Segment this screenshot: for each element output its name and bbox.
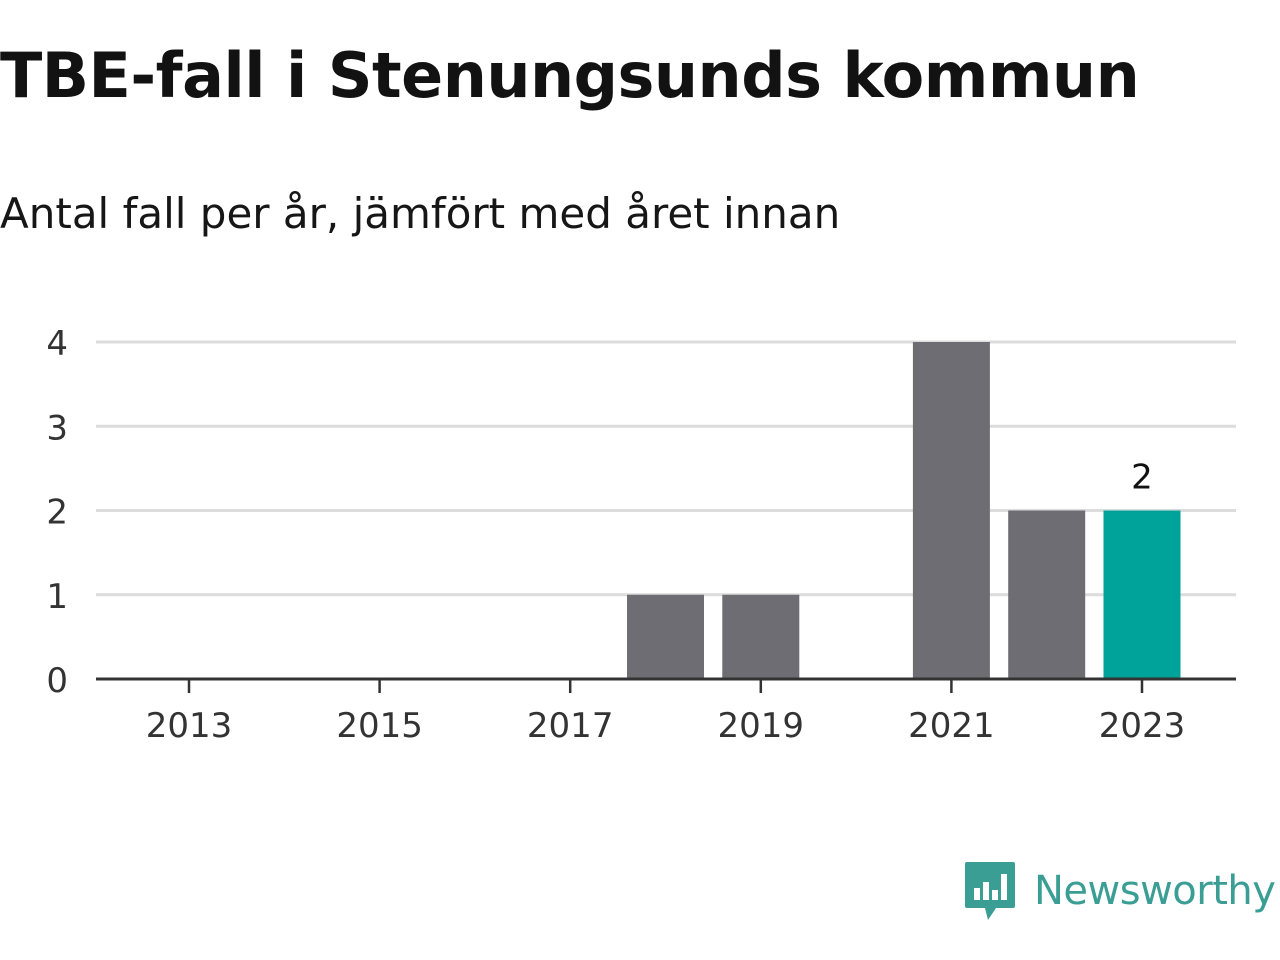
bar-highlight — [1103, 510, 1181, 679]
bar — [627, 594, 704, 679]
y-tick-label: 4 — [46, 324, 68, 364]
x-tick-label: 2021 — [908, 706, 995, 746]
bar — [912, 342, 990, 679]
x-tick-label: 2023 — [1099, 706, 1186, 746]
axes — [96, 677, 1236, 693]
x-tick-label: 2013 — [146, 706, 233, 746]
bar — [1008, 510, 1086, 679]
y-tick-label: 2 — [46, 493, 68, 533]
x-tick-label: 2019 — [718, 706, 805, 746]
bars — [627, 342, 1181, 679]
labels: 0 1 2 3 4 2 2013 2015 2017 2019 2021 2023 — [46, 324, 1185, 746]
x-tick-label: 2017 — [527, 706, 614, 746]
chart-title: TBE-fall i Stenungsunds kommun — [0, 39, 1140, 112]
y-tick-label: 3 — [46, 408, 68, 448]
y-tick-label: 0 — [46, 661, 68, 701]
newsworthy-logo-icon — [965, 862, 1015, 920]
brand-name: Newsworthy — [1034, 868, 1276, 914]
chart-subtitle: Antal fall per år, jämfört med året inna… — [0, 189, 841, 238]
bar — [722, 594, 800, 679]
x-tick-label: 2015 — [336, 706, 423, 746]
y-tick-label: 1 — [46, 577, 68, 617]
data-label: 2 — [1131, 458, 1153, 498]
brand-logo: Newsworthy — [964, 860, 1276, 922]
